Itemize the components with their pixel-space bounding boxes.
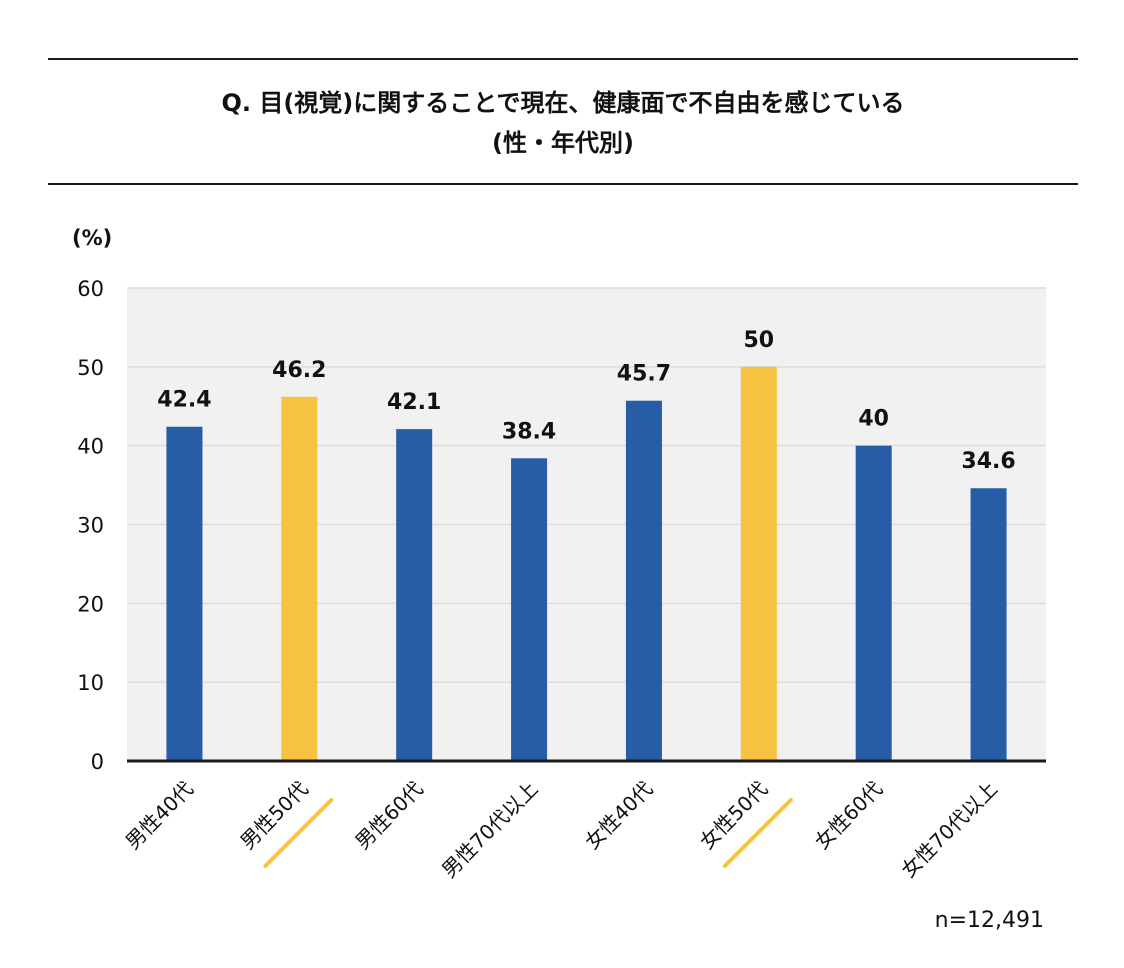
- chart-subtitle: (性・年代別): [492, 129, 634, 157]
- highlight-underlines: [263, 798, 793, 868]
- header-top-rule: [48, 58, 1078, 60]
- bar: [511, 458, 548, 761]
- data-label: 42.1: [387, 390, 441, 415]
- bar: [166, 426, 203, 761]
- bar: [625, 400, 662, 761]
- x-tick-label: 男性70代以上: [437, 777, 543, 883]
- x-tick-label: 男性50代: [235, 777, 312, 854]
- data-label: 46.2: [272, 358, 326, 383]
- x-tick-label: 女性50代: [695, 777, 772, 854]
- y-tick-label: 40: [77, 435, 104, 459]
- bar: [396, 429, 433, 761]
- bars: [166, 366, 1007, 761]
- data-label: 34.6: [961, 449, 1015, 474]
- y-tick-label: 30: [77, 514, 104, 538]
- value-labels: 42.4 46.2 42.1 38.4 45.7 50 40 34.6: [157, 328, 1015, 474]
- highlight-underline: [722, 798, 793, 868]
- bar: [855, 445, 892, 761]
- data-label: 45.7: [617, 362, 671, 387]
- y-tick-label: 50: [77, 356, 104, 380]
- bar: [740, 366, 777, 761]
- data-label: 40: [858, 407, 889, 432]
- grid-lines: [127, 287, 1046, 683]
- x-tick-label: 女性40代: [580, 777, 657, 854]
- bar: [970, 488, 1007, 761]
- y-tick-labels: 0 10 20 30 40 50 60: [77, 277, 104, 774]
- data-label: 42.4: [157, 388, 211, 413]
- chart-title: Q. 目(視覚)に関することで現在、健康面で不自由を感じている: [221, 89, 905, 117]
- x-tick-labels: 男性40代 男性50代 男性60代 男性70代以上 女性40代 女性50代 女性60代 女性7…: [121, 777, 1003, 883]
- x-tick-label: 女性70代以上: [896, 777, 1002, 883]
- header-bottom-rule: [48, 183, 1078, 185]
- y-tick-label: 60: [77, 277, 104, 301]
- y-tick-label: 20: [77, 592, 104, 616]
- y-axis-unit-label: (%): [72, 226, 113, 250]
- x-tick-label: 女性60代: [810, 777, 887, 854]
- data-label: 50: [744, 328, 775, 353]
- x-tick-label: 男性60代: [350, 777, 427, 854]
- bar: [281, 396, 318, 761]
- data-label: 38.4: [502, 419, 556, 444]
- sample-size-note: n=12,491: [934, 908, 1044, 933]
- highlight-underline: [263, 798, 334, 868]
- y-tick-label: 10: [77, 671, 104, 695]
- y-tick-label: 0: [91, 750, 104, 774]
- x-tick-label: 男性40代: [121, 777, 198, 854]
